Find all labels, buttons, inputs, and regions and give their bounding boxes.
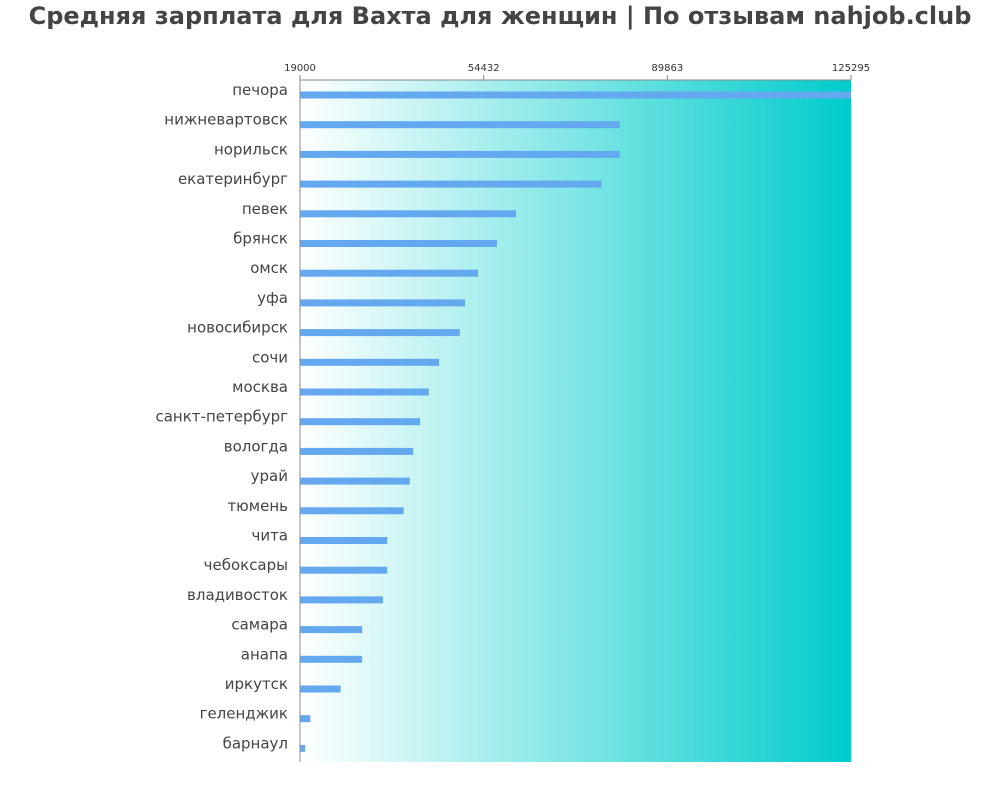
bar: [300, 418, 421, 426]
x-axis-ticks: 19000 54432 89863 125295: [284, 63, 870, 80]
bar: [300, 477, 410, 485]
x-tick-label: 19000: [284, 63, 316, 74]
bar: [300, 447, 414, 455]
bar: [300, 507, 404, 515]
x-tick-label: 125295: [832, 63, 870, 74]
category-label: норильск: [214, 140, 288, 158]
category-label: санкт-петербург: [155, 408, 288, 426]
category-label: москва: [232, 378, 288, 396]
bar: [300, 626, 363, 634]
bar: [300, 121, 620, 129]
category-label: певек: [242, 200, 288, 218]
category-label: анапа: [241, 645, 288, 663]
category-label: самара: [231, 616, 288, 634]
category-label: новосибирск: [187, 319, 288, 337]
bar: [300, 150, 620, 158]
bar: [300, 358, 440, 366]
bar: [300, 744, 306, 752]
category-label: иркутск: [225, 675, 288, 693]
category-label: уфа: [257, 289, 288, 307]
bar: [300, 685, 341, 693]
bar: [300, 210, 516, 218]
category-label: омск: [250, 259, 288, 277]
bar: [300, 329, 460, 337]
category-label: екатеринбург: [178, 170, 288, 188]
category-label: сочи: [252, 348, 288, 366]
category-label: урай: [251, 467, 288, 485]
x-tick-label: 54432: [468, 63, 500, 74]
category-label: тюмень: [227, 497, 288, 515]
bar: [300, 715, 311, 723]
category-label: печора: [232, 81, 288, 99]
bar: [300, 91, 851, 99]
bar: [300, 388, 429, 396]
bar: [300, 180, 602, 188]
bar: [300, 269, 478, 277]
category-label: барнаул: [223, 734, 288, 752]
bars: [300, 91, 851, 752]
bar: [300, 240, 497, 247]
bar: [300, 537, 388, 544]
x-tick-label: 89863: [651, 63, 683, 74]
chart-title: Средняя зарплата для Вахта для женщин | …: [28, 2, 972, 30]
category-label: геленджик: [200, 705, 288, 723]
category-label: чита: [251, 527, 288, 545]
bar: [300, 566, 388, 574]
bar: [300, 655, 363, 663]
bar: [300, 596, 383, 604]
category-label: нижневартовск: [164, 111, 288, 129]
bar: [300, 299, 466, 307]
category-label: владивосток: [187, 586, 288, 604]
category-label: брянск: [233, 230, 288, 248]
category-label: чебоксары: [204, 556, 288, 574]
category-labels: печора нижневартовск норильск екатеринбург п…: [155, 81, 288, 752]
category-label: вологда: [224, 437, 288, 455]
